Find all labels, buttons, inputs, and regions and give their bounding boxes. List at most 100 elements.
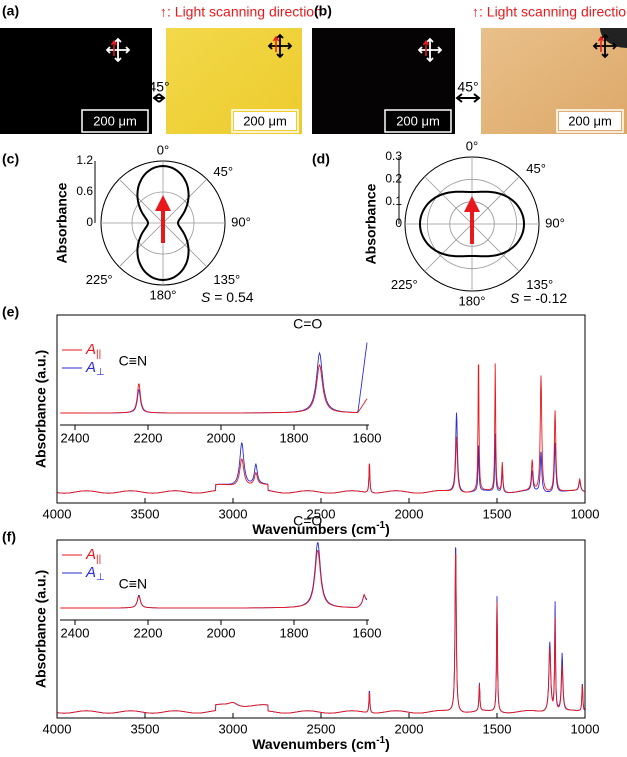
x-label-sup: -1 [376,520,385,531]
inset-tick-label: 2000 [207,430,236,445]
polarizer-arrows [267,33,293,59]
legend-sub: || [96,554,101,565]
inset-tick-label: 2200 [134,625,163,640]
angle-label: 135° [526,277,553,292]
inset-line [60,342,368,414]
polarizer-arrows [105,37,131,63]
panel-label: (d) [312,151,330,167]
legend-sub: ⊥ [96,572,105,583]
rotation-angle: 45° [148,79,169,95]
scale-label: 200 μm [568,113,612,128]
angle-label: 180° [459,293,486,308]
y-axis-label: Absorbance [363,183,379,264]
legend-label: A⊥ [85,564,105,583]
r-tick-label: 0.1 [385,194,402,208]
scan-arrow [110,39,118,56]
s-value: = -0.12 [523,290,567,306]
legend-label: A|| [85,341,101,360]
angle-label: 90° [545,215,565,230]
scale-label: 200 μm [93,113,137,128]
scan-arrow [597,35,605,52]
order-parameter: S = -0.12 [510,290,567,306]
inset-tick-label: 2200 [134,430,163,445]
x-axis-label: Wavenumbers (cm-1) [252,520,390,537]
panel-label: (f) [2,529,16,545]
panel-label: (b) [314,3,332,19]
r-tick-label: 1.2 [76,153,93,167]
scale-box [556,109,624,133]
scale-box [384,109,452,133]
inset-tick-label: 1600 [353,430,382,445]
rotation-angle: 45° [457,79,478,95]
rotation-arrow [455,93,481,103]
scale-bg [234,112,296,130]
s-symbol: S [510,290,520,306]
angle-label: 90° [231,214,251,229]
polarizer-arrows [417,37,443,63]
x-tick-label: 3000 [219,721,248,736]
r-tick-label: 0.6 [76,184,93,198]
angle-label: 135° [213,272,240,287]
annotation: C=O [293,316,322,332]
annotation: C≡N [119,576,147,592]
inset-tick-label: 1800 [280,430,309,445]
inset-tick-label: 2400 [61,430,90,445]
angle-label: 45° [213,164,233,179]
x-label-main: Wavenumbers (cm [252,736,376,752]
x-tick-label: 1500 [483,506,512,521]
order-parameter: S = 0.54 [201,289,254,305]
scale-bg [387,112,449,130]
panel-label: (e) [2,304,19,320]
spectrum-line [57,554,585,714]
image-artifact [600,28,627,48]
x-tick-label: 1500 [483,721,512,736]
x-tick-label: 2500 [307,506,336,521]
legend-name: A [85,359,96,376]
inset-tick-label: 2400 [61,625,90,640]
panel-label: (c) [2,151,19,167]
inset-tick-label: 2000 [207,625,236,640]
x-tick-label: 1000 [571,721,600,736]
inset-line [60,363,368,414]
polar-curve [418,190,526,258]
scan-arrow [272,35,280,52]
scan-arrow [422,39,430,56]
inset-tick-label: 1800 [280,625,309,640]
x-tick-label: 3500 [131,506,160,521]
x-tick-label: 1000 [571,506,600,521]
polar-curve [136,164,190,282]
x-tick-label: 3000 [219,506,248,521]
scale-box [231,109,299,133]
angle-label: 225° [86,272,113,287]
angle-label: 0° [466,138,478,153]
rotation-arrow [152,93,166,103]
angle-label: 0° [157,142,169,157]
r-tick-label: 0.2 [385,172,402,186]
polarizer-icon [105,37,131,63]
r-tick-label: 0 [86,215,93,229]
scale-label: 200 μm [396,113,440,128]
panel-label: (a) [2,3,19,19]
s-symbol: S [201,289,211,305]
angle-label: 180° [150,287,177,302]
x-label-end: ) [385,736,390,752]
x-label-end: ) [385,521,390,537]
x-label-sup: -1 [376,735,385,746]
x-label-main: Wavenumbers (cm [252,521,376,537]
r-tick-label: 0.3 [385,149,402,163]
annotation: C≡N [119,353,147,369]
polarizer-icon [417,37,443,63]
plot-frame [56,314,586,504]
scale-bg [84,112,146,130]
x-tick-label: 2000 [395,506,424,521]
legend-label: A⊥ [85,359,105,378]
polarizer-icon [267,33,293,59]
polarizer-arrows [592,33,618,59]
legend-name: A [85,546,96,563]
spectrum-line [57,363,585,494]
legend-name: A [85,564,96,581]
angle-label: 225° [391,277,418,292]
x-tick-label: 3500 [131,721,160,736]
x-axis-label: Wavenumbers (cm-1) [252,735,390,752]
